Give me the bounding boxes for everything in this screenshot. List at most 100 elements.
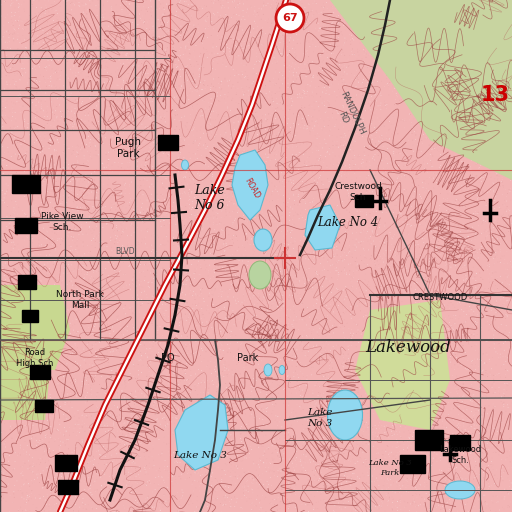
Point <box>303 218 311 226</box>
Point <box>362 483 370 492</box>
Point <box>165 27 173 35</box>
Point <box>228 408 236 416</box>
Point <box>378 499 387 507</box>
Point <box>24 186 32 195</box>
Point <box>74 235 82 243</box>
Point <box>367 84 375 93</box>
Point <box>443 28 451 36</box>
Point <box>187 470 195 478</box>
Point <box>66 8 74 16</box>
Point <box>116 404 124 413</box>
Point <box>224 162 232 170</box>
Point <box>345 420 353 429</box>
Point <box>481 73 489 81</box>
Point <box>174 415 182 423</box>
Point <box>160 67 168 75</box>
Point <box>125 103 134 111</box>
Point <box>330 422 338 431</box>
Point <box>445 334 453 342</box>
Point <box>7 267 15 275</box>
Point <box>467 155 476 163</box>
Point <box>392 89 400 97</box>
Point <box>278 289 286 297</box>
Point <box>46 52 54 60</box>
Point <box>446 492 454 500</box>
Point <box>250 229 259 238</box>
Point <box>465 455 474 463</box>
Point <box>151 214 159 222</box>
Point <box>147 180 156 188</box>
Point <box>290 91 298 99</box>
Point <box>404 255 413 264</box>
Point <box>492 441 500 449</box>
Point <box>189 121 197 130</box>
Point <box>337 220 346 228</box>
Point <box>181 172 189 180</box>
Point <box>16 262 25 270</box>
Point <box>139 218 147 226</box>
Point <box>382 253 390 262</box>
Point <box>112 206 120 214</box>
Point <box>467 450 475 458</box>
Point <box>472 320 480 328</box>
Point <box>435 165 443 174</box>
Point <box>491 385 499 393</box>
Point <box>84 323 93 331</box>
Point <box>401 263 409 271</box>
Point <box>117 204 125 212</box>
Point <box>3 80 11 89</box>
Point <box>281 259 289 267</box>
Point <box>43 45 51 53</box>
Point <box>506 258 512 266</box>
Point <box>67 203 75 211</box>
Point <box>60 248 68 256</box>
Point <box>263 483 271 491</box>
Point <box>368 486 376 494</box>
Point <box>197 170 205 178</box>
Point <box>429 356 437 365</box>
Point <box>350 457 358 465</box>
Point <box>357 80 365 88</box>
Point <box>467 136 475 144</box>
Point <box>232 399 240 408</box>
Point <box>163 44 172 52</box>
Point <box>482 372 490 380</box>
Point <box>86 425 94 433</box>
Point <box>127 222 135 230</box>
Point <box>264 93 272 101</box>
Point <box>101 371 110 379</box>
Point <box>66 0 74 8</box>
Point <box>93 23 101 31</box>
Point <box>188 281 196 289</box>
Point <box>180 435 188 443</box>
Point <box>296 181 304 189</box>
Point <box>423 486 431 494</box>
Point <box>69 83 77 92</box>
Point <box>345 189 353 197</box>
Point <box>86 251 94 260</box>
Point <box>55 449 63 457</box>
Point <box>109 458 117 466</box>
Point <box>202 303 210 311</box>
Point <box>418 146 426 155</box>
Point <box>447 0 455 6</box>
Point <box>466 213 474 221</box>
Point <box>311 175 319 183</box>
Point <box>183 276 191 285</box>
Point <box>41 385 49 393</box>
Point <box>72 364 80 372</box>
Point <box>381 297 390 306</box>
Point <box>371 168 379 177</box>
Point <box>321 186 329 195</box>
Point <box>500 237 508 245</box>
Point <box>160 33 168 41</box>
Point <box>7 279 15 287</box>
Point <box>451 63 459 71</box>
Point <box>412 420 420 428</box>
Point <box>113 291 121 299</box>
Point <box>371 243 379 251</box>
Point <box>379 249 388 257</box>
Point <box>181 329 189 337</box>
Point <box>85 189 93 198</box>
Point <box>321 312 329 320</box>
